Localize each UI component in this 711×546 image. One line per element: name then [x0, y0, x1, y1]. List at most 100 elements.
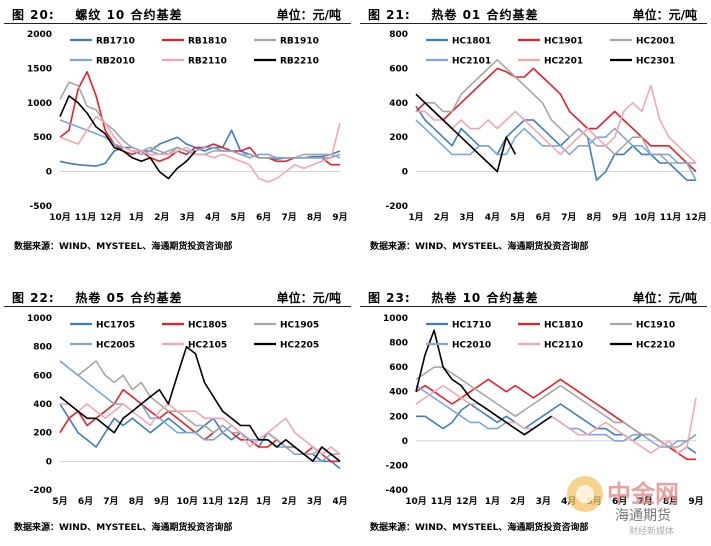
y-tick-label: 1500 [27, 64, 52, 74]
x-tick-label: 1月 [485, 496, 500, 507]
legend-label: RB1810 [188, 37, 227, 47]
y-tick-label: 600 [389, 64, 408, 74]
y-tick-label: 1000 [383, 314, 408, 324]
y-tick-label: 200 [389, 133, 408, 143]
y-tick-label: 200 [33, 429, 52, 439]
legend-label: RB2110 [188, 57, 227, 67]
chart-plot: -200 0 200 400 600 800 1月 2月 3月 4月 5月 6月 7月 8月 9月 10月 11… [385, 30, 706, 223]
series-line-hc2110 [415, 384, 697, 454]
series-line-hc1710 [416, 403, 697, 454]
x-tick-label: 5月 [510, 212, 525, 223]
x-tick-label: 7月 [103, 496, 118, 507]
legend-label: HC1901 [544, 37, 583, 47]
chart-unit: 单位：元/吨 [632, 8, 697, 22]
x-tick-label: 10月 [634, 212, 656, 223]
legend-label: HC2210 [636, 341, 675, 351]
chart-unit: 单位：元/吨 [276, 291, 341, 305]
chart-title: 热卷 05 合约基差 [75, 291, 183, 305]
chart-header: 图 20: 螺纹 10 合约基差 单位：元/吨 [0, 0, 355, 24]
series-line-hc2001 [415, 59, 696, 164]
header-rule [4, 306, 351, 307]
series-line-hc2205 [59, 345, 341, 463]
y-tick-label: 1000 [27, 314, 52, 324]
series-line-hc2101 [415, 119, 697, 181]
x-tick-label: 11月 [202, 496, 224, 507]
watermark-logo: 中金网 海通期货 财经新媒体 [567, 476, 679, 537]
legend-label: RB1910 [280, 37, 319, 47]
x-tick-label: 4月 [205, 212, 220, 223]
legend-label: RB2210 [280, 57, 319, 67]
x-tick-label: 6月 [612, 496, 627, 507]
x-tick-label: 10月 [177, 496, 199, 507]
y-tick-label: -200 [385, 461, 408, 471]
x-tick-label: 11月 [660, 212, 682, 223]
x-tick-label: 1月 [129, 212, 144, 223]
x-tick-label: 8月 [307, 212, 322, 223]
chart-title: 螺纹 10 合约基差 [75, 8, 183, 22]
chart-plot: -200 0 200 400 600 800 1000 5月 6月 7月 8月 9月 10月 11月 12月… [27, 314, 348, 507]
y-tick-label: 800 [33, 343, 52, 353]
series-line-hc2301 [415, 93, 517, 173]
series-line-hc1910 [415, 366, 697, 448]
chart-header: 图 21: 热卷 01 合约基差 单位：元/吨 [356, 0, 711, 24]
figure-number: 图 23: [368, 291, 411, 305]
y-tick-label: 0 [46, 457, 52, 467]
legend-label: HC1705 [96, 321, 135, 331]
x-tick-label: 9月 [154, 496, 169, 507]
legend-label: HC2301 [636, 57, 675, 67]
chart-plot: -500 0 500 1000 1500 2000 10月 11月 12月 1月 2月 3月 4月 5月 6… [27, 30, 348, 223]
series-line-hc1901 [415, 67, 697, 173]
x-tick-label: 11月 [431, 496, 453, 507]
series-line-hc2201 [416, 84, 697, 164]
chart-panel-1: 图 20: 螺纹 10 合约基差 单位：元/吨 -500 0 500 1000 1500… [0, 0, 355, 262]
series-line-hc1905 [59, 360, 340, 455]
chart-panel-4: 图 23: 热卷 10 合约基差 单位：元/吨 -400 -200 0 200 400 6… [356, 283, 711, 546]
series-line-rb2110 [59, 115, 341, 183]
chart-header: 图 23: 热卷 10 合约基差 单位：元/吨 [356, 283, 711, 307]
header-rule [360, 23, 707, 24]
y-tick-label: 1000 [27, 99, 52, 109]
watermark-sub2: 财经新媒体 [629, 525, 674, 537]
chart-panel-3: 图 22: 热卷 05 合约基差 单位：元/吨 -200 0 200 400 600 80… [0, 283, 355, 546]
series-line-hc2105 [60, 403, 341, 455]
header-rule [4, 23, 351, 24]
y-tick-label: 400 [389, 99, 408, 109]
x-tick-label: 3月 [459, 212, 474, 223]
y-tick-label: 0 [46, 168, 52, 178]
header-rule [360, 306, 707, 307]
x-tick-label: 7月 [637, 496, 652, 507]
legend-label: HC2101 [452, 57, 491, 67]
watermark-brand: 中金网 [607, 480, 679, 508]
y-tick-label: 200 [389, 412, 408, 422]
chart-source: 数据来源：WIND、MYSTEEL、海通期货投资咨询部 [14, 523, 233, 533]
x-tick-label: 1月 [256, 496, 271, 507]
x-tick-label: 8月 [663, 496, 678, 507]
figure-number: 图 20: [12, 8, 55, 22]
x-tick-label: 10月 [405, 496, 427, 507]
legend-label: HC2010 [452, 341, 491, 351]
legend-label: RB2010 [96, 57, 135, 67]
x-tick-label: 6月 [78, 496, 93, 507]
y-tick-label: 800 [389, 30, 408, 40]
figure-number: 图 22: [12, 291, 55, 305]
x-tick-label: 6月 [536, 212, 551, 223]
legend-label: HC2005 [96, 341, 135, 351]
legend-label: HC1805 [188, 321, 227, 331]
x-tick-label: 11月 [75, 212, 97, 223]
x-tick-label: 4月 [332, 496, 347, 507]
legend-label: HC1710 [452, 321, 491, 331]
x-tick-label: 9月 [688, 496, 703, 507]
x-tick-label: 2月 [434, 212, 449, 223]
x-tick-label: 7月 [561, 212, 576, 223]
legend-label: HC2001 [636, 37, 675, 47]
x-tick-label: 1月 [408, 212, 423, 223]
legend-label: HC1910 [636, 321, 675, 331]
legend-label: HC1905 [280, 321, 319, 331]
chart-source: 数据来源：WIND、MYSTEEL、海通期货投资咨询部 [14, 242, 233, 252]
legend-label: RB1710 [96, 37, 135, 47]
y-tick-label: 800 [389, 339, 408, 349]
x-tick-label: 6月 [256, 212, 271, 223]
x-tick-label: 3月 [180, 212, 195, 223]
y-tick-label: -200 [385, 202, 408, 212]
x-tick-label: 2月 [510, 496, 525, 507]
